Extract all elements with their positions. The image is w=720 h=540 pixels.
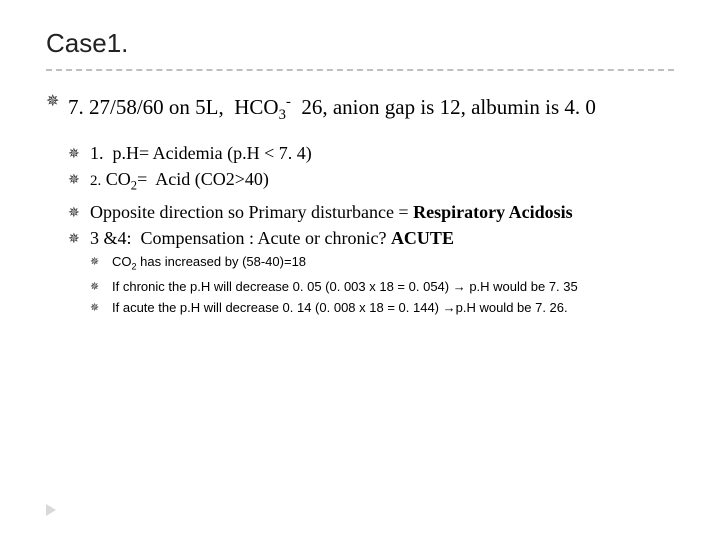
bullet-icon: ✵ bbox=[90, 253, 112, 271]
main-content: 7. 27/58/60 on 5L, HCO3- 26, anion gap i… bbox=[68, 89, 674, 320]
level2-item: ✵ 2. CO2= Acid (CO2>40) bbox=[68, 168, 674, 197]
slide: Case1. ✵ 7. 27/58/60 on 5L, HCO3- 26, an… bbox=[0, 0, 720, 540]
main-row: ✵ 7. 27/58/60 on 5L, HCO3- 26, anion gap… bbox=[46, 89, 674, 320]
level2-item: ✵ 1. p.H= Acidemia (p.H < 7. 4) bbox=[68, 142, 674, 164]
page-marker-icon bbox=[46, 504, 56, 516]
level3-item: ✵ If acute the p.H will decrease 0. 14 (… bbox=[90, 299, 674, 317]
level2-text: 3 &4: Compensation : Acute or chronic? A… bbox=[90, 227, 674, 249]
level3-text: CO2 has increased by (58-40)=18 bbox=[112, 253, 674, 276]
level2-text: 2. CO2= Acid (CO2>40) bbox=[90, 168, 674, 197]
level2-text: 1. p.H= Acidemia (p.H < 7. 4) bbox=[90, 142, 674, 164]
level3-item: ✵ CO2 has increased by (58-40)=18 bbox=[90, 253, 674, 276]
level3-list: ✵ CO2 has increased by (58-40)=18 ✵ If c… bbox=[90, 253, 674, 318]
bullet-icon: ✵ bbox=[46, 89, 68, 115]
bullet-icon: ✵ bbox=[90, 278, 112, 296]
main-text: 7. 27/58/60 on 5L, HCO3- 26, anion gap i… bbox=[68, 89, 674, 128]
slide-title: Case1. bbox=[46, 28, 674, 59]
level3-item: ✵ If chronic the p.H will decrease 0. 05… bbox=[90, 278, 674, 296]
bullet-icon: ✵ bbox=[90, 299, 112, 317]
level3-text: If chronic the p.H will decrease 0. 05 (… bbox=[112, 278, 674, 295]
level2-list: ✵ 1. p.H= Acidemia (p.H < 7. 4) ✵ 2. CO2… bbox=[68, 142, 674, 317]
bullet-icon: ✵ bbox=[68, 201, 90, 223]
bullet-icon: ✵ bbox=[68, 142, 90, 164]
bullet-icon: ✵ bbox=[68, 168, 90, 190]
level2-text: Opposite direction so Primary disturbanc… bbox=[90, 201, 674, 223]
title-divider bbox=[46, 69, 674, 71]
level2-item: ✵ Opposite direction so Primary disturba… bbox=[68, 201, 674, 223]
level2-item: ✵ 3 &4: Compensation : Acute or chronic?… bbox=[68, 227, 674, 249]
bullet-icon: ✵ bbox=[68, 227, 90, 249]
level3-text: If acute the p.H will decrease 0. 14 (0.… bbox=[112, 299, 674, 316]
